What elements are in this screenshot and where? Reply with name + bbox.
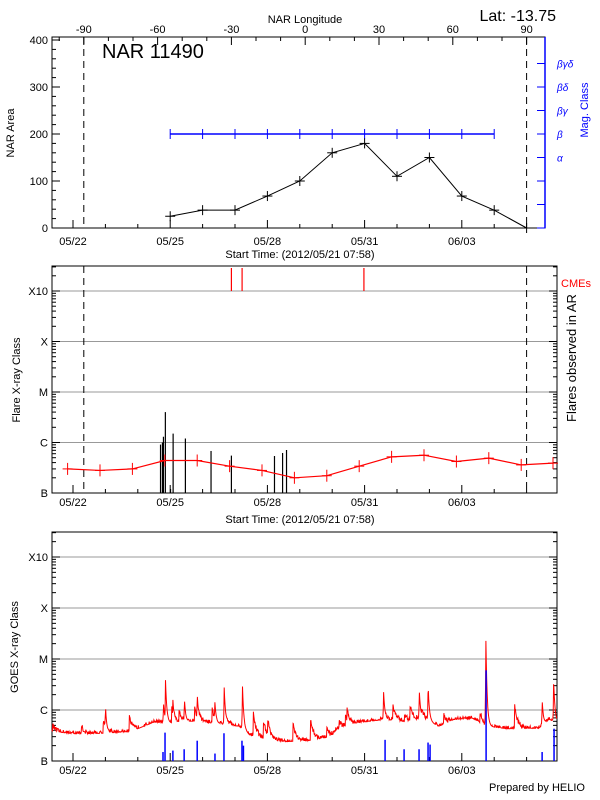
x-axis-title: Start Time: (2012/05/21 07:58) (225, 514, 374, 526)
flare-average-point (354, 460, 365, 473)
area-point (197, 205, 208, 216)
y-tick-label: B (41, 488, 48, 500)
y-tick-label: B (41, 756, 48, 768)
flare-average-point (451, 455, 462, 468)
area-point (294, 176, 305, 186)
y-axis-title: NAR Area (5, 108, 17, 158)
y-tick-label: 0 (42, 223, 48, 235)
x-tick-label: 05/31 (351, 765, 379, 777)
panel1-frame (51, 36, 546, 229)
x-axis-title: Start Time: (2012/05/21 07:58) (225, 249, 374, 261)
panel2-frame (51, 265, 558, 494)
longitude-tick-label: -90 (76, 24, 92, 36)
area-line (170, 142, 527, 229)
y-tick-label: X (41, 337, 49, 349)
mag-class-tick-label: β (556, 130, 563, 141)
flare-average-point (224, 460, 235, 473)
mag-class-tick-label: βδ (556, 83, 569, 94)
y-tick-label: M (39, 654, 48, 666)
x-tick-label: 06/03 (448, 497, 476, 509)
y-axis-title: Flare X-ray Class (11, 337, 23, 422)
y-tick-label: X10 (28, 552, 48, 564)
flare-average-point (386, 450, 397, 463)
x-tick-label: 05/22 (59, 236, 87, 248)
x-tick-label: 05/28 (254, 497, 282, 509)
area-point (489, 205, 500, 216)
x-tick-label: 05/28 (254, 236, 282, 248)
flare-average-point (483, 452, 494, 465)
flare-average-point (192, 454, 203, 467)
y-tick-label: C (40, 438, 48, 450)
flare-average-point (62, 462, 73, 475)
flare-average-point (516, 458, 527, 471)
flare-average-point (159, 454, 170, 467)
mag-class-tick-label: α (557, 154, 563, 165)
y-tick-label: 200 (30, 129, 48, 141)
mag-class-tick-label: βγ (556, 107, 569, 118)
y-tick-label: X (41, 603, 49, 615)
mag-class-axis-title: Mag. Class (579, 82, 591, 138)
right-axis-title: Flares observed in AR (564, 294, 579, 422)
x-tick-label: 05/25 (156, 765, 184, 777)
longitude-tick-label: -60 (150, 24, 166, 36)
cme-label: CMEs (561, 278, 591, 290)
area-point (359, 138, 370, 149)
region-title: NAR 11490 (102, 41, 204, 63)
longitude-tick-label: 90 (520, 24, 532, 36)
area-point (392, 171, 402, 182)
longitude-tick-label: 0 (302, 24, 308, 36)
area-point (521, 223, 532, 233)
flare-average-point (257, 464, 267, 477)
area-point (456, 191, 467, 202)
longitude-tick-label: -30 (223, 24, 239, 36)
x-tick-label: 05/25 (156, 497, 184, 509)
panel3-frame (51, 531, 558, 762)
area-point (165, 211, 176, 222)
x-tick-label: 05/22 (59, 765, 87, 777)
longitude-tick-label: 60 (447, 24, 459, 36)
x-tick-label: 06/03 (448, 765, 476, 777)
flare-average-point (127, 462, 138, 475)
y-tick-label: 400 (30, 35, 48, 47)
flare-average-point (289, 471, 300, 484)
goes-flux-line (51, 640, 558, 743)
top-axis-title: NAR Longitude (268, 14, 343, 26)
x-tick-label: 05/28 (254, 765, 282, 777)
x-tick-label: 05/31 (351, 497, 379, 509)
flare-average-point (548, 457, 558, 470)
area-point (262, 191, 273, 202)
flare-average-point (419, 449, 429, 462)
x-tick-label: 05/25 (156, 236, 184, 248)
prepared-by-label: Prepared by HELIO (489, 782, 585, 794)
area-point (327, 147, 338, 158)
flare-average-point (95, 464, 105, 477)
area-point (424, 152, 435, 163)
y-tick-label: C (40, 705, 48, 717)
x-tick-label: 05/31 (351, 236, 379, 248)
y-tick-label: 100 (30, 176, 48, 188)
flare-average-line (67, 454, 554, 479)
area-point (230, 205, 240, 216)
y-tick-label: X10 (28, 286, 48, 298)
y-axis-title: GOES X-ray Class (9, 601, 21, 693)
x-tick-label: 05/22 (59, 497, 87, 509)
flare-average-point (321, 469, 332, 482)
y-tick-label: 300 (30, 82, 48, 94)
latitude-label: Lat: -13.75 (480, 8, 557, 25)
mag-class-tick-label: βγδ (556, 60, 574, 71)
y-tick-label: M (39, 387, 48, 399)
longitude-tick-label: 30 (373, 24, 385, 36)
x-tick-label: 06/03 (448, 236, 476, 248)
